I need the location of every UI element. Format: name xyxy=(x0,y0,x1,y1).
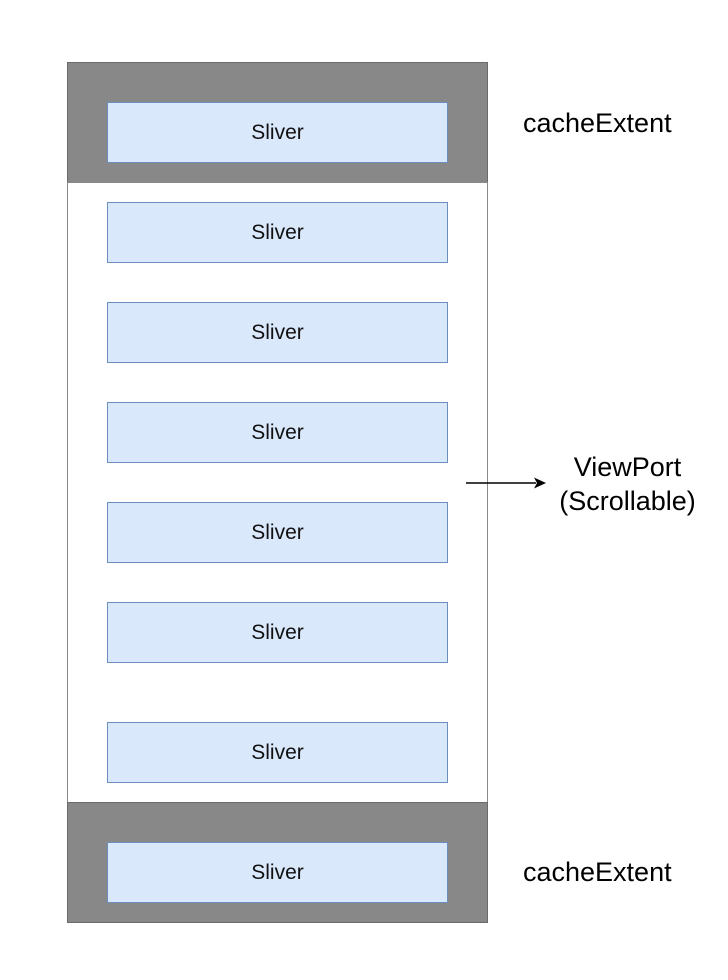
sliver-cache-top: Sliver xyxy=(107,102,448,163)
sliver-5: Sliver xyxy=(107,602,448,663)
sliver-4: Sliver xyxy=(107,502,448,563)
sliver-3: Sliver xyxy=(107,402,448,463)
cache-extent-bottom-label: cacheExtent xyxy=(523,857,672,887)
sliver-cache-bottom: Sliver xyxy=(107,842,448,903)
cache-extent-top-label: cacheExtent xyxy=(523,108,672,138)
viewport-region xyxy=(67,182,488,803)
viewport-label: ViewPort (Scrollable) xyxy=(545,450,710,518)
sliver-2: Sliver xyxy=(107,302,448,363)
sliver-1: Sliver xyxy=(107,202,448,263)
viewport-label-subtitle: (Scrollable) xyxy=(559,486,696,516)
viewport-label-title: ViewPort xyxy=(573,452,682,482)
viewport-arrow-icon xyxy=(466,477,546,489)
sliver-6: Sliver xyxy=(107,722,448,783)
